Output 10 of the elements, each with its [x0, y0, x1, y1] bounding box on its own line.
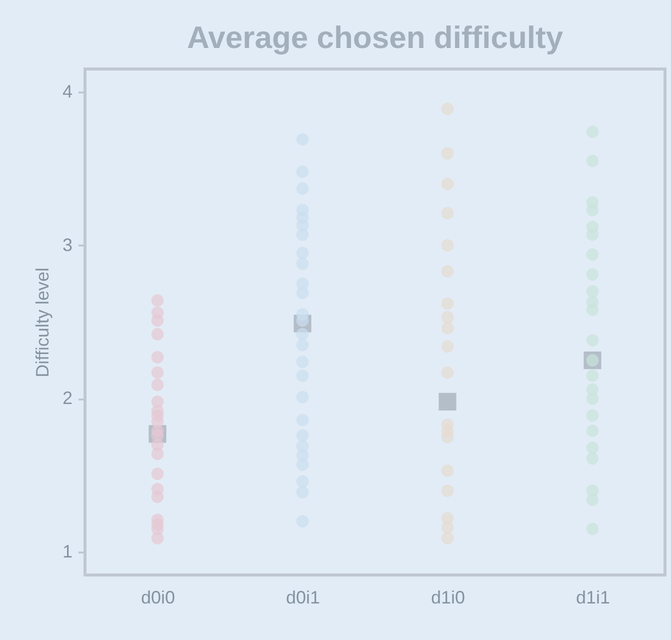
y-tick-label: 4	[62, 82, 72, 102]
y-tick-label: 2	[62, 388, 72, 408]
x-tick-label: d1i1	[576, 588, 610, 608]
y-tick-label: 3	[62, 234, 72, 255]
y-axis-title: Difficulty level	[32, 268, 52, 378]
x-tick-label: d1i0	[430, 588, 466, 608]
y-tick-label: 1	[62, 542, 72, 562]
x-tick-label: d0i1	[286, 588, 320, 608]
chart-title: Average chosen difficulty	[186, 20, 564, 55]
x-tick-label: d0i0	[140, 588, 176, 608]
